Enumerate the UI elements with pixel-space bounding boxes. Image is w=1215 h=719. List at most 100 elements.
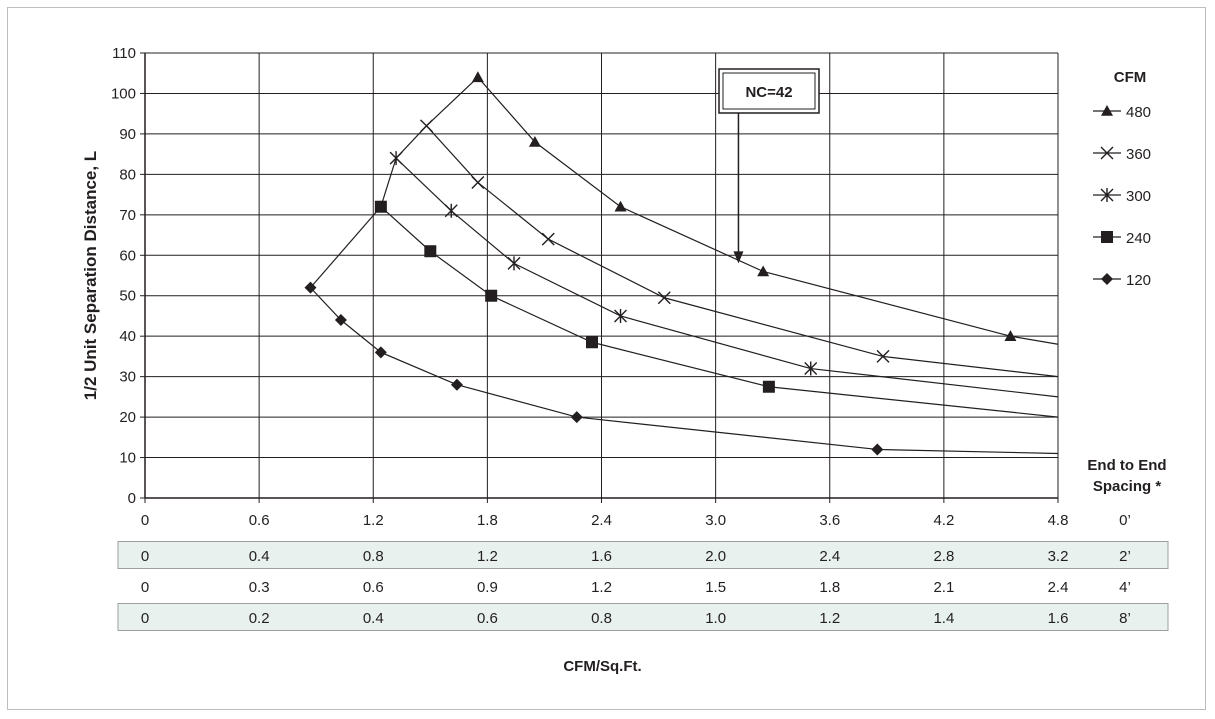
y-tick-label: 80: [119, 166, 136, 183]
x-tick-label: 2.4: [591, 512, 612, 529]
x-tick-label: 1.2: [591, 579, 612, 596]
y-tick-label: 100: [111, 85, 136, 102]
data-point-120: [334, 314, 347, 326]
x-tick-label: 0.8: [591, 610, 612, 627]
series-line-240: [380, 206, 1059, 418]
x-tick-label: 0.4: [363, 610, 384, 627]
data-point-480: [614, 200, 627, 212]
y-tick-label: 50: [119, 288, 136, 305]
data-point-120: [871, 443, 884, 456]
annotation-arrowhead: [733, 251, 744, 264]
x-tick-label: 0: [141, 579, 149, 596]
x-tick-label: 1.2: [477, 548, 498, 565]
data-point-360: [876, 349, 890, 363]
x-tick-label: 1.6: [591, 548, 612, 565]
spacing-header: Spacing *: [1093, 478, 1162, 495]
series-line-300: [395, 157, 1059, 398]
data-point-240: [485, 289, 498, 302]
spacing-header: End to End: [1087, 457, 1166, 474]
x-tick-label: 2.0: [705, 548, 726, 565]
x-tick-label: 2.4: [1048, 579, 1069, 596]
series-segment-480: [426, 76, 479, 127]
data-point-360: [420, 119, 434, 133]
x-tick-label: 0: [141, 610, 149, 627]
annotation-label: NC=42: [745, 84, 792, 101]
data-point-300: [614, 308, 628, 323]
spacing-row-band: [117, 541, 1169, 569]
x-tick-label: 1.0: [705, 610, 726, 627]
legend-label-240: 240: [1126, 230, 1151, 247]
legend-label-120: 120: [1126, 272, 1151, 289]
data-point-360: [541, 232, 555, 246]
x-tick-label: 3.0: [705, 512, 726, 529]
legend-marker-120: [1101, 273, 1113, 285]
x-tick-label: 0.6: [363, 579, 384, 596]
data-point-480: [757, 265, 770, 277]
x-tick-label: 1.8: [819, 579, 840, 596]
data-point-240: [585, 336, 598, 349]
series-segment-480: [310, 206, 382, 289]
legend-title: CFM: [1114, 69, 1147, 86]
x-tick-label: 1.4: [933, 610, 954, 627]
legend-marker-300: [1100, 188, 1114, 202]
spacing-label: 4’: [1119, 579, 1131, 596]
x-tick-label: 3.2: [1048, 548, 1069, 565]
data-point-480: [1004, 330, 1017, 341]
data-point-360: [657, 291, 671, 305]
x-tick-label: 3.6: [819, 512, 840, 529]
data-point-300: [389, 151, 403, 166]
data-point-240: [424, 245, 437, 258]
data-point-300: [804, 361, 818, 376]
spacing-label: 0’: [1119, 512, 1131, 529]
x-tick-label: 0: [141, 548, 149, 565]
annotation-box: [718, 68, 820, 114]
annotation-box-inner: [722, 72, 816, 110]
series-segment-480: [380, 158, 397, 207]
data-point-120: [450, 378, 463, 391]
y-tick-label: 90: [119, 126, 136, 143]
x-tick-label: 0.6: [477, 610, 498, 627]
x-tick-label: 0.2: [249, 610, 270, 627]
legend-label-300: 300: [1126, 188, 1151, 205]
y-tick-label: 20: [119, 409, 136, 426]
legend-label-480: 480: [1126, 104, 1151, 121]
series-line-360: [426, 125, 1059, 378]
x-tick-label: 2.4: [819, 548, 840, 565]
x-axis-title: CFM/Sq.Ft.: [563, 658, 641, 675]
data-point-360: [471, 175, 485, 189]
x-tick-label: 1.2: [363, 512, 384, 529]
legend-label-360: 360: [1126, 146, 1151, 163]
x-tick-label: 0: [141, 512, 149, 529]
x-tick-label: 1.5: [705, 579, 726, 596]
y-tick-label: 110: [112, 45, 136, 62]
series-line-480: [477, 76, 1059, 345]
data-point-240: [762, 380, 775, 393]
x-tick-label: 4.2: [933, 512, 954, 529]
chart-frame: [7, 7, 1206, 710]
spacing-row-band: [117, 603, 1169, 631]
y-tick-label: 0: [128, 490, 136, 507]
y-axis-title: 1/2 Unit Separation Distance, L: [81, 151, 100, 400]
y-tick-label: 70: [119, 207, 136, 224]
x-tick-label: 0.9: [477, 579, 498, 596]
data-point-480: [528, 136, 541, 147]
x-tick-label: 0.6: [249, 512, 270, 529]
x-tick-label: 0.3: [249, 579, 270, 596]
legend-marker-480: [1101, 105, 1113, 116]
spacing-label: 8’: [1119, 610, 1131, 627]
data-point-300: [444, 203, 458, 218]
series-line-120: [310, 287, 1059, 455]
y-tick-label: 60: [119, 247, 136, 264]
data-point-480: [471, 71, 484, 83]
legend-marker-360: [1100, 146, 1114, 160]
y-tick-label: 40: [119, 328, 136, 345]
x-tick-label: 1.6: [1048, 610, 1069, 627]
x-tick-label: 1.8: [477, 512, 498, 529]
x-tick-label: 0.4: [249, 548, 270, 565]
data-point-120: [570, 411, 583, 424]
data-point-120: [374, 346, 387, 359]
x-tick-label: 4.8: [1048, 512, 1069, 529]
x-tick-label: 1.2: [819, 610, 840, 627]
data-point-300: [507, 256, 521, 271]
legend-marker-240: [1101, 231, 1113, 243]
